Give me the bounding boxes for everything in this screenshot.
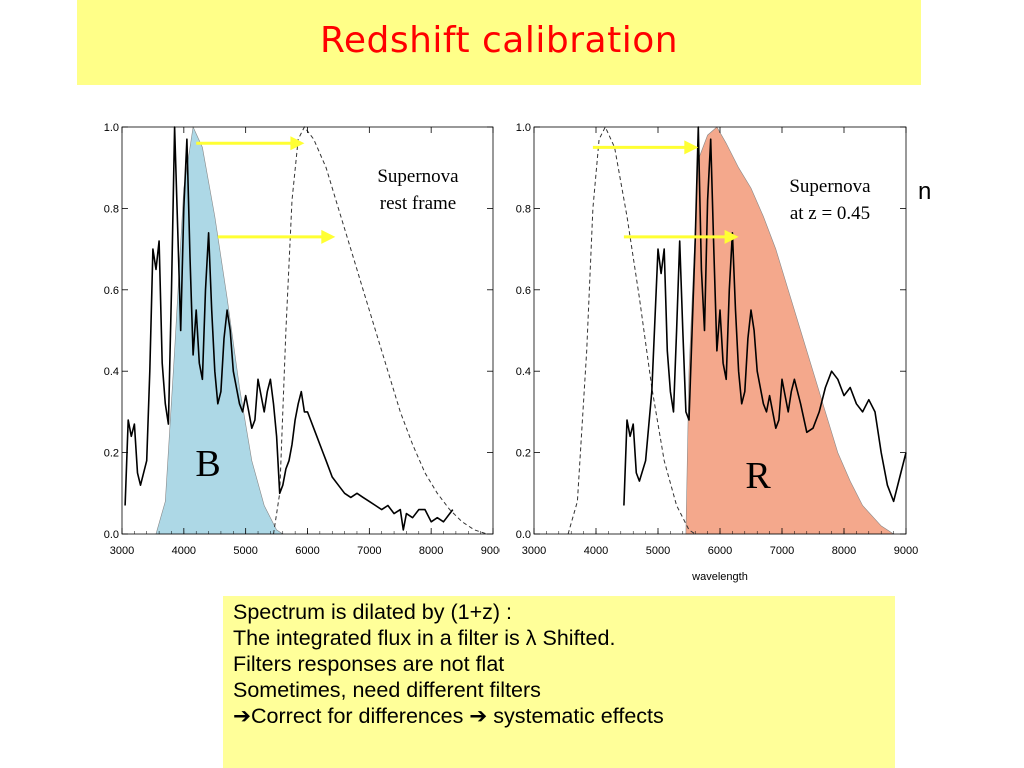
x-tick-label: 6000 [295,545,319,557]
shift-arrow-head [321,229,336,244]
annotation-line: Supernova [789,176,871,197]
x-tick-label: 3000 [110,545,134,557]
slide-title: Redshift calibration [319,20,679,61]
note-line: The integrated flux in a filter is λ Shi… [233,626,616,650]
annotation-line: rest frame [380,193,456,214]
spectrum-line [623,126,907,506]
y-tick-label: 0.6 [516,285,531,297]
x-tick-label: 9000 [481,545,500,557]
x-tick-label: 5000 [233,545,257,557]
y-tick-label: 0.4 [516,366,531,378]
x-tick-label: 5000 [646,545,670,557]
x-tick-label: 7000 [357,545,381,557]
y-tick-label: 1.0 [516,122,531,134]
y-tick-label: 0.6 [104,285,119,297]
note-line: Filters responses are not flat [233,652,505,676]
filter-band [685,126,895,535]
y-tick-label: 0.2 [104,448,119,460]
chart-redshifted: 3000 4000 5000 6000 7000 8000 9000 0.0 0.2 0.4 0.6… [516,122,919,583]
x-tick-label: 7000 [770,545,794,557]
note-line: ➔Correct for differences ➔ systematic ef… [233,704,664,728]
y-tick-label: 0.0 [516,529,531,541]
note-line: Spectrum is dilated by (1+z) : [233,600,513,624]
y-tick-label: 0.4 [104,366,119,378]
y-tick-label: 0.8 [516,203,531,215]
chart-rest-frame: 3000 4000 5000 6000 7000 8000 9000 0.0 0.2 0.4 0.6… [104,122,500,557]
y-tick-label: 0.0 [104,529,119,541]
note-line: Sometimes, need different filters [233,678,541,702]
filter-label: R [745,455,771,497]
annotation-line: at z = 0.45 [790,203,870,224]
y-tick-label: 1.0 [104,122,119,134]
x-tick-label: 9000 [894,545,918,557]
y-tick-label: 0.2 [516,448,531,460]
spectrum-line [124,126,454,531]
x-axis-label: wavelength [691,571,748,583]
shift-arrow-head [290,136,305,151]
shift-arrow-head [684,140,699,155]
x-tick-label: 4000 [172,545,196,557]
filter-label: B [195,443,220,485]
x-tick-label: 6000 [708,545,732,557]
x-tick-label: 3000 [522,545,546,557]
annotation-line: Supernova [377,166,459,187]
x-tick-label: 8000 [419,545,443,557]
y-tick-label: 0.8 [104,203,119,215]
x-tick-label: 4000 [584,545,608,557]
note-box: Spectrum is dilated by (1+z) : The integ… [223,596,895,768]
shift-arrow-head [724,229,739,244]
stray-text: n [918,178,932,205]
title-banner: Redshift calibration [77,0,921,85]
x-tick-label: 8000 [832,545,856,557]
reference-curve [273,126,487,535]
